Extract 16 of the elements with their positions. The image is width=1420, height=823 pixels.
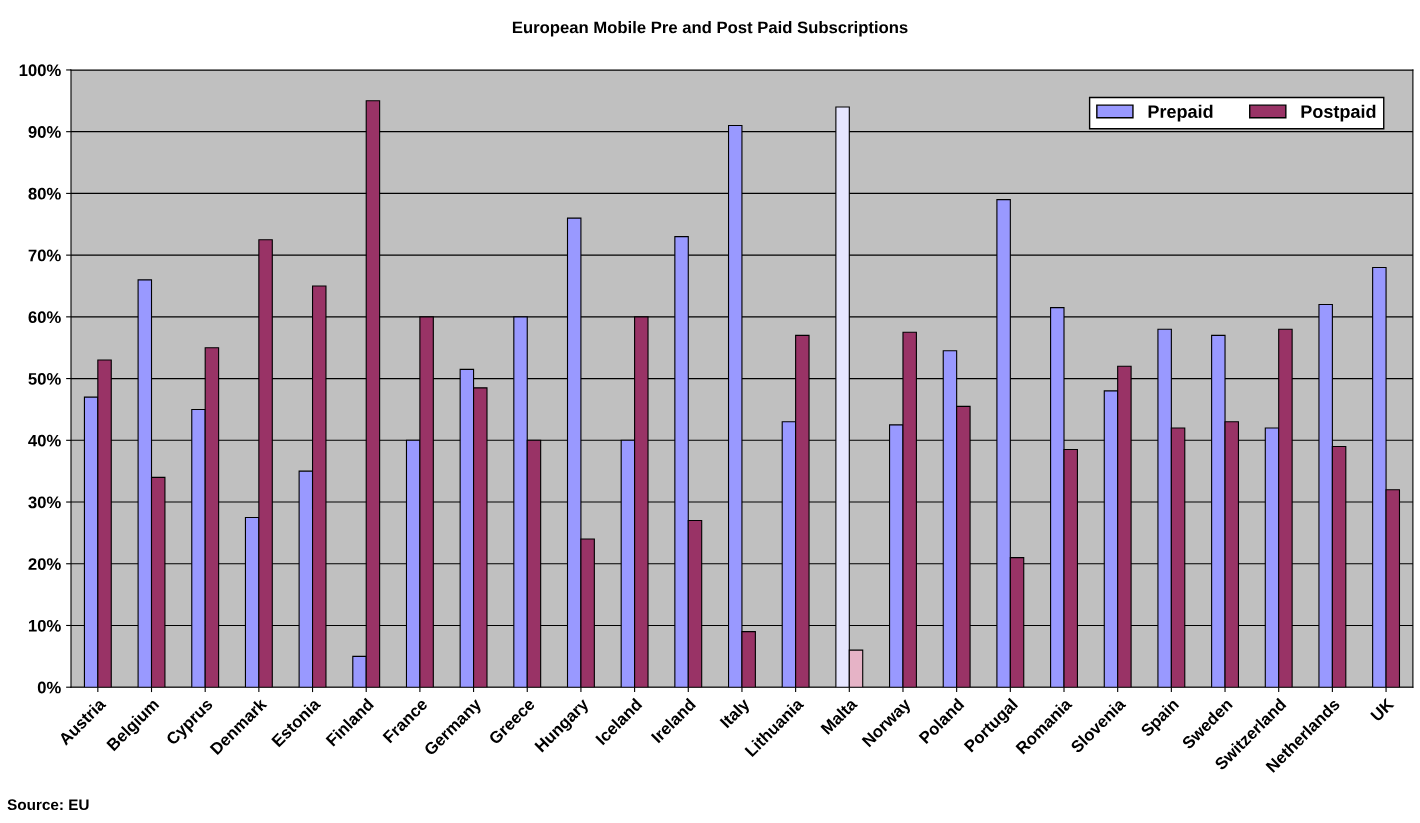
x-tick-label: UK <box>1370 697 1395 722</box>
y-tick-label: 40% <box>28 434 61 447</box>
y-tick-label: 70% <box>28 249 61 262</box>
y-tick-label: 20% <box>28 558 61 570</box>
y-tick-label: 10% <box>28 619 61 632</box>
y-tick-label: 80% <box>28 187 61 200</box>
y-tick-label: 30% <box>28 496 61 509</box>
y-tick-label: 60% <box>28 311 61 324</box>
y-tick-label: 50% <box>28 372 61 385</box>
legend-label: Postpaid <box>1301 104 1376 122</box>
y-tick-label: 0% <box>37 681 61 694</box>
y-tick-label: 100% <box>19 64 61 77</box>
y-tick-label: 90% <box>28 126 61 138</box>
source-note: Source: EU <box>7 799 89 811</box>
legend-label: Prepaid <box>1148 104 1213 122</box>
chart-title: European Mobile Pre and Post Paid Subscriptions <box>512 21 908 37</box>
